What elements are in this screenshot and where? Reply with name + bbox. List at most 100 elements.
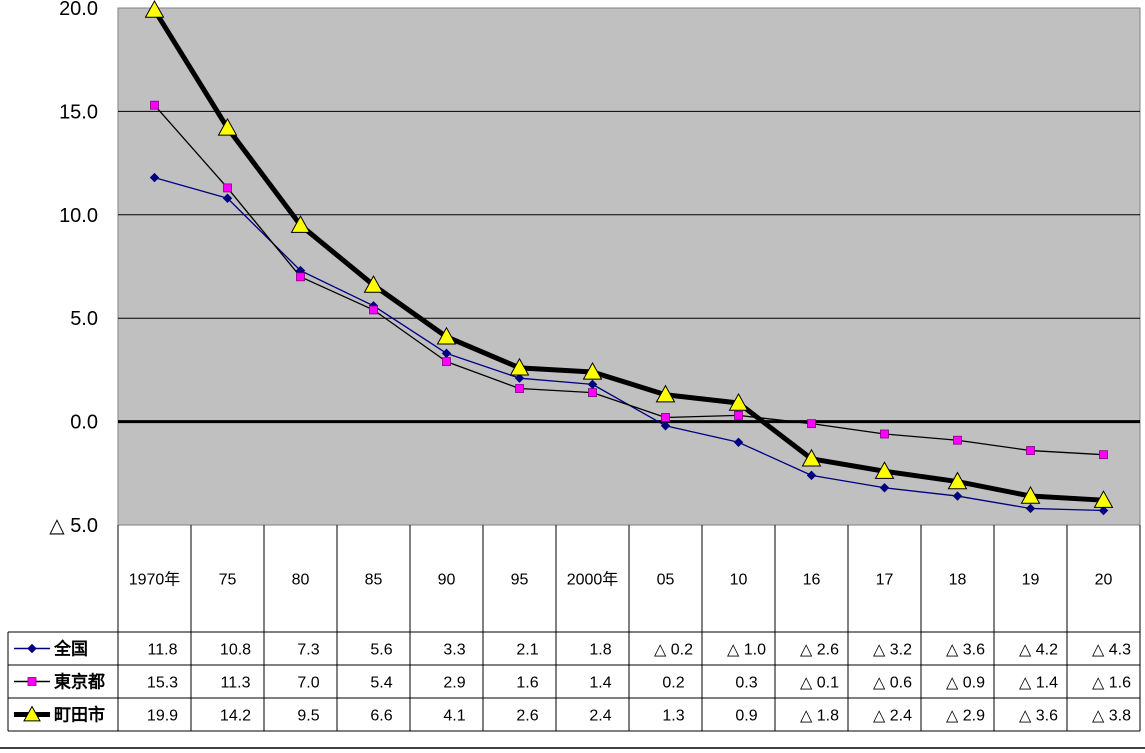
data-point-3 (144, 0, 165, 18)
data-point-2 (661, 413, 670, 422)
table-cell-value: 3.3 (443, 642, 465, 659)
data-point-2 (442, 357, 451, 367)
table-cell-value: 11.8 (148, 642, 178, 659)
y-tick-label: 20.0 (59, 0, 98, 20)
data-point-2 (588, 388, 597, 398)
x-category-label: 05 (657, 572, 675, 589)
table-cell-value: △ 0.1 (800, 675, 839, 692)
data-point-3 (801, 448, 822, 467)
table-cell-value: △ 1.0 (727, 642, 766, 659)
data-point-1 (222, 193, 233, 203)
data-point-2 (807, 419, 816, 429)
table-cell-value: 2.6 (516, 708, 538, 725)
table-cell-value: △ 2.4 (873, 708, 912, 725)
data-point-2 (296, 272, 305, 282)
x-category-label: 75 (219, 572, 237, 589)
y-tick-label: 5.0 (70, 308, 98, 330)
x-category-label: 10 (730, 572, 748, 589)
table-cell-value: △ 3.6 (1019, 708, 1058, 725)
table-cell-value: 1.4 (589, 675, 611, 692)
x-category-label: 18 (949, 572, 967, 589)
data-point-2 (150, 100, 159, 110)
plot-area (117, 0, 1141, 526)
y-tick-label: 0.0 (70, 412, 98, 434)
data-point-2 (953, 435, 962, 445)
table-cell-value: 5.6 (370, 642, 392, 659)
data-point-3 (290, 215, 311, 233)
table-cell-value: 1.6 (516, 675, 538, 692)
data-point-3 (947, 471, 968, 490)
data-point-2 (1099, 450, 1108, 460)
data-point-1 (879, 483, 890, 493)
table-cell-value: 15.3 (147, 675, 178, 692)
y-tick-label: 10.0 (59, 205, 98, 227)
data-point-2 (734, 410, 743, 420)
table-cell-value: △ 4.3 (1092, 642, 1131, 659)
data-point-2 (515, 384, 524, 393)
data-point-1 (660, 421, 671, 431)
plot-background (117, 7, 1141, 526)
series-line-3 (152, 8, 1104, 503)
legend-key-marker (23, 705, 41, 722)
table-cell-value: 1.3 (662, 708, 684, 725)
table-cell-value: 19.9 (147, 708, 178, 725)
x-category-label: 19 (1022, 572, 1040, 589)
series-line-2 (154, 104, 1104, 456)
table-cell-value: △ 3.6 (946, 642, 985, 659)
table-cell-value: △ 0.2 (654, 642, 693, 659)
table-cell-value: 0.2 (662, 675, 684, 692)
legend-label: 町田市 (54, 705, 105, 725)
x-category-label: 1970年 (129, 571, 181, 589)
table-cell-value: 2.9 (443, 675, 465, 692)
table-cell-value: △ 3.2 (873, 642, 912, 659)
x-category-label: 95 (511, 572, 529, 589)
legend-key-marker (27, 677, 37, 686)
data-point-1 (733, 437, 744, 447)
data-point-3 (655, 384, 676, 403)
y-tick-label: 15.0 (59, 101, 98, 123)
table-cell-value: 2.1 (516, 642, 538, 659)
table-cell-value: △ 4.2 (1019, 642, 1058, 659)
table-cell-value: 2.4 (589, 708, 611, 725)
table-cell-value: 4.1 (443, 708, 465, 725)
data-point-2 (1026, 446, 1035, 455)
data-point-1 (514, 373, 525, 383)
data-point-3 (1020, 486, 1041, 504)
table-cell-value: 10.8 (220, 642, 251, 659)
table-cell-value: 7.3 (297, 642, 319, 659)
data-point-3 (509, 357, 530, 376)
data-point-3 (582, 361, 603, 380)
table-cell-value: △ 2.9 (946, 708, 985, 725)
table-cell-value: 11.3 (221, 675, 251, 692)
x-category-label: 20 (1095, 572, 1113, 589)
data-point-1 (1025, 503, 1036, 514)
x-category-label: 17 (876, 572, 894, 589)
table-cell-value: 7.0 (297, 675, 319, 692)
data-point-3 (436, 326, 457, 345)
data-point-1 (806, 470, 817, 481)
table-cell-value: 1.8 (589, 642, 611, 659)
data-point-1 (952, 491, 963, 501)
data-point-2 (880, 429, 889, 439)
x-category-label: 16 (803, 572, 821, 589)
x-category-label: 90 (438, 572, 456, 589)
table-cell-value: △ 0.9 (946, 675, 985, 692)
data-point-3 (874, 461, 895, 479)
table-cell-value: 6.6 (370, 708, 392, 725)
y-axis: 20.0 15.0 10.0 5.0 0.0 △ 5.0 (49, 0, 98, 537)
table-cell-value: △ 1.8 (800, 708, 839, 725)
table-cell-value: △ 2.6 (800, 642, 839, 659)
x-category-label: 2000年 (567, 571, 619, 589)
x-category-label: 80 (292, 572, 310, 589)
data-point-2 (369, 305, 378, 315)
data-point-3 (1093, 490, 1114, 508)
x-category-label: 85 (365, 572, 383, 589)
table-cell-value: 9.5 (297, 708, 319, 725)
data-table: 1970年 75 80 85 90 95 2000年 05 10 16 17 18 19 20 全国 11.8… (0, 525, 1145, 749)
data-point-3 (217, 117, 238, 136)
table-cell-value: 5.4 (370, 675, 392, 692)
y-tick-label: △ 5.0 (49, 515, 98, 537)
data-point-2 (223, 183, 232, 193)
